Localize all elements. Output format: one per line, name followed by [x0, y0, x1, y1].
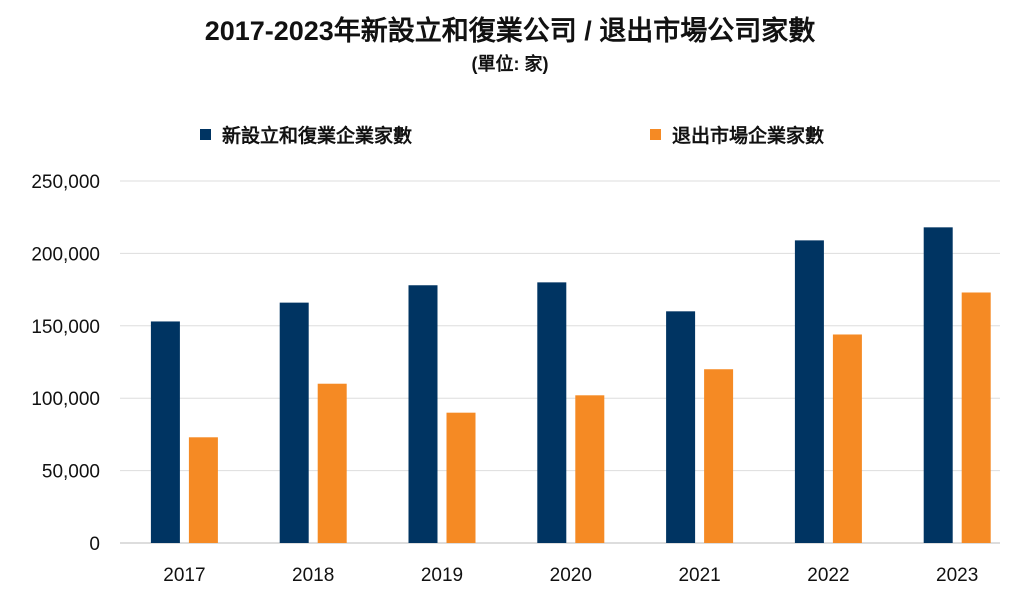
y-tick-label: 250,000 — [31, 172, 100, 193]
y-axis: 0 50,000 100,000 150,000 200,000 250,000 — [31, 172, 100, 555]
x-tick-label: 2023 — [936, 565, 978, 586]
bar-exit-2023 — [961, 292, 991, 543]
bar-exit-2020 — [575, 395, 605, 543]
y-tick-label: 100,000 — [31, 389, 100, 410]
y-tick-label: 200,000 — [31, 244, 100, 265]
bar-new-2022 — [794, 240, 824, 544]
x-tick-label: 2020 — [550, 565, 592, 586]
bar-new-2021 — [666, 311, 696, 543]
bar-new-2017 — [150, 321, 180, 543]
x-tick-label: 2019 — [421, 565, 463, 586]
bar-new-2018 — [279, 302, 309, 543]
y-tick-label: 0 — [89, 534, 100, 555]
bar-new-2023 — [923, 227, 953, 543]
legend-swatch-0 — [200, 129, 211, 140]
bar-exit-2018 — [317, 383, 347, 543]
bar-exit-2021 — [704, 369, 734, 543]
legend: 新設立和復業企業家數 退出市場企業家數 — [200, 124, 824, 147]
bar-exit-2019 — [446, 412, 476, 543]
x-tick-label: 2022 — [807, 565, 849, 586]
x-tick-label: 2018 — [292, 565, 334, 586]
chart-title: 2017-2023年新設立和復業公司 / 退出市場公司家數 — [205, 15, 816, 46]
bar-new-2020 — [537, 282, 567, 543]
legend-swatch-1 — [650, 129, 661, 140]
legend-label-0: 新設立和復業企業家數 — [222, 124, 412, 147]
x-axis: 2017 2018 2019 2020 2021 2022 2023 — [163, 565, 978, 586]
bars — [150, 227, 991, 544]
chart-subtitle: (單位: 家) — [472, 53, 549, 74]
y-tick-label: 50,000 — [42, 462, 100, 483]
x-tick-label: 2017 — [163, 565, 205, 586]
bar-exit-2022 — [832, 334, 862, 543]
y-tick-label: 150,000 — [31, 317, 100, 338]
bar-exit-2017 — [188, 437, 218, 543]
x-tick-label: 2021 — [678, 565, 720, 586]
bar-new-2019 — [408, 285, 438, 543]
legend-label-1: 退出市場企業家數 — [672, 124, 824, 147]
